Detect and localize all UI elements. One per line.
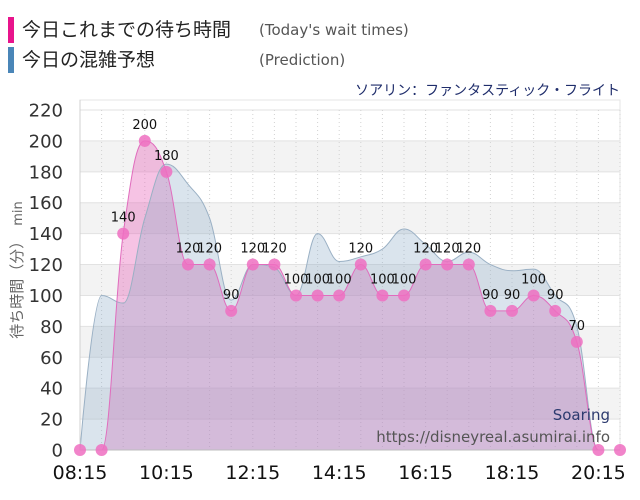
series-prediction [79,163,620,451]
data-labels: 1402001801201209012012010010010012010010… [111,118,585,334]
data-point [160,165,173,178]
data-point [592,444,605,456]
data-label: 90 [504,288,521,303]
data-point [376,289,389,302]
y-tick-label: 140 [29,224,63,245]
data-label: 140 [111,211,136,226]
data-point [203,258,216,271]
watermark-url: https://disneyreal.asumirai.info [376,428,610,446]
plot-band [80,388,620,420]
y-tick-label: 80 [40,317,63,338]
y-tick-label: 20 [40,410,63,431]
data-label: 70 [569,319,586,334]
y-axis-label: 待ち時間（分） [8,234,26,339]
data-point [268,258,281,271]
y-tick-label: 180 [29,162,63,183]
data-label: 100 [327,272,352,287]
x-tick-label: 18:15 [485,462,540,484]
data-point [527,289,540,302]
data-point [74,444,86,456]
x-tick-label: 12:15 [225,462,280,484]
y-tick-label: 100 [29,286,63,307]
data-label: 120 [456,242,481,257]
data-label: 120 [435,242,460,257]
data-point [570,335,583,348]
y-tick-label: 220 [29,101,63,122]
y-axis-title: 待ち時間（分） min [8,201,26,339]
plot-band [80,202,620,234]
data-label: 120 [197,242,222,257]
data-label: 180 [154,149,179,164]
x-tick-label: 20:15 [571,462,626,484]
legend-swatch-prediction [8,47,14,73]
legend-sublabel-prediction: (Prediction) [259,51,346,69]
legend-item-prediction: 今日の混雑予想 (Prediction) [8,47,345,73]
x-axis-tick-labels: 08:15 10:15 12:15 14:15 16:15 18:15 20:15 [53,462,626,484]
data-label: 120 [348,242,373,257]
prediction-line [79,163,620,451]
data-point [311,289,324,302]
legend-label-prediction: 今日の混雑予想 [22,49,156,71]
legend: 今日これまでの待ち時間 (Today's wait times) 今日の混雑予想… [0,0,640,80]
y-axis-unit: min [11,201,26,226]
x-tick-label: 08:15 [53,462,108,484]
data-label: 100 [305,272,330,287]
y-tick-label: 160 [29,193,63,214]
legend-label-today: 今日これまでの待ち時間 [22,19,232,41]
data-point [354,258,367,271]
data-point [398,289,410,302]
x-tick-label: 16:15 [398,462,453,484]
data-label: 100 [370,272,395,287]
data-point [419,258,432,271]
data-point [138,134,151,147]
data-label: 90 [547,288,564,303]
y-tick-label: 120 [29,255,63,276]
attraction-title: ソアリン：ファンタスティック・フライト [355,83,620,99]
y-axis-tick-labels: 0 20 40 60 80 100 120 140 160 180 200 220 [29,101,63,462]
data-point [290,289,302,302]
data-point [246,258,259,271]
series-today-area [80,140,620,450]
data-label: 120 [176,242,201,257]
plot-band [80,140,620,172]
legend-swatch-today [8,17,14,43]
data-point [549,304,562,317]
data-point [484,304,497,317]
data-point [506,304,518,317]
axis-lines [79,100,620,451]
data-label: 120 [413,242,438,257]
series-today-markers [74,134,626,456]
y-tick-label: 200 [29,131,63,152]
plot-band [80,326,620,358]
data-label: 100 [392,272,417,287]
data-point [225,304,238,317]
legend-item-today: 今日これまでの待ち時間 (Today's wait times) [8,17,409,43]
data-point [614,444,626,456]
data-point [462,258,475,271]
grid-lines [79,109,621,451]
y-tick-label: 60 [40,348,63,369]
data-point [95,444,108,456]
data-point [441,258,454,271]
y-tick-label: 0 [52,441,63,462]
data-label: 90 [482,288,499,303]
today-area [80,140,620,450]
data-label: 200 [132,118,157,133]
watermark-name: Soaring [553,406,610,424]
data-point [117,227,130,240]
data-label: 120 [240,242,265,257]
data-label: 120 [262,242,287,257]
data-point [182,258,194,271]
data-label: 100 [284,272,309,287]
y-tick-label: 40 [40,379,63,400]
prediction-area [80,164,620,450]
data-label: 100 [521,272,546,287]
data-point [333,289,346,302]
data-label: 90 [223,288,240,303]
x-tick-label: 14:15 [312,462,367,484]
legend-sublabel-today: (Today's wait times) [259,21,409,39]
x-tick-label: 10:15 [139,462,194,484]
